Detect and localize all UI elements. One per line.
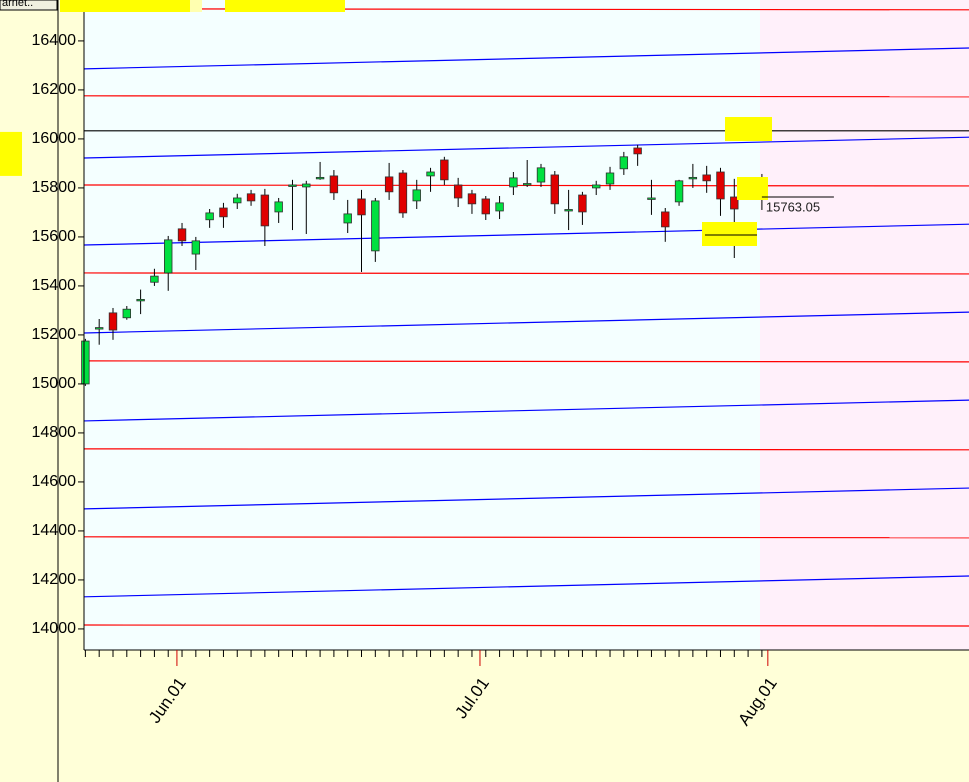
y-tick-label: 16000	[32, 130, 77, 147]
y-tick-label: 15600	[32, 228, 77, 245]
candle-body	[674, 180, 684, 203]
candle-body	[136, 298, 145, 302]
highlight	[60, 0, 190, 12]
y-tick-label: 14400	[32, 522, 77, 539]
candle-body	[550, 174, 560, 205]
channel-line	[83, 47, 969, 70]
candle-body	[246, 193, 256, 202]
candle-body	[688, 176, 698, 180]
candle-body	[716, 171, 725, 200]
candle-body	[288, 184, 297, 187]
y-tick-label: 14600	[32, 473, 77, 490]
candle-body	[647, 197, 656, 200]
candle-body	[398, 172, 408, 214]
candle-body	[384, 176, 394, 193]
candle-body	[440, 159, 449, 181]
candle-body	[122, 308, 131, 319]
candle-body	[329, 175, 339, 194]
last-price-label: 15763.05	[766, 199, 820, 214]
y-tick-label: 14200	[32, 571, 77, 588]
candle-body	[150, 275, 159, 283]
candle-body	[412, 189, 421, 202]
highlight	[702, 222, 757, 246]
candle-body	[274, 201, 283, 213]
candle-body	[177, 228, 187, 242]
candle-body	[302, 183, 311, 188]
candle-body	[481, 198, 490, 215]
button-label[interactable]: arnet..	[2, 0, 33, 9]
candle-body	[108, 312, 118, 331]
candle-body	[219, 207, 228, 218]
channel-line	[83, 487, 969, 510]
candle-body	[564, 209, 573, 212]
candle-body	[233, 197, 242, 204]
channel-line	[83, 311, 969, 334]
channel-line	[83, 223, 969, 246]
candle-body	[164, 239, 173, 274]
y-tick-label: 16200	[32, 81, 77, 98]
candle-body	[536, 167, 546, 183]
highlight	[725, 117, 772, 141]
highlight	[737, 177, 768, 200]
highlight	[0, 131, 22, 176]
channel-line	[83, 624, 969, 627]
future-region	[760, 0, 969, 650]
y-tick-label: 15400	[32, 277, 77, 294]
channel-line	[83, 448, 969, 451]
candle-body	[578, 194, 587, 213]
channel-line	[83, 360, 969, 363]
channel-line	[83, 575, 969, 598]
candle-body	[522, 183, 532, 186]
candle-body	[357, 198, 366, 216]
candle-body	[426, 171, 435, 177]
y-tick-label: 15000	[32, 375, 77, 392]
y-tick-label: 14000	[32, 620, 77, 637]
y-tick-label: 16400	[32, 32, 77, 49]
candle-body	[467, 193, 477, 205]
highlight	[190, 0, 202, 12]
candle-body	[661, 211, 670, 228]
candle-body	[191, 240, 201, 255]
y-tick-label: 14800	[32, 424, 77, 441]
candle-body	[702, 174, 711, 182]
y-tick-label: 15800	[32, 179, 77, 196]
candle-body	[371, 200, 380, 252]
candle-body	[633, 147, 642, 155]
candle-body	[343, 213, 352, 224]
candle-body	[315, 176, 325, 180]
candle-body	[509, 177, 518, 188]
candle-body	[81, 340, 90, 385]
candle-body	[260, 194, 270, 227]
channel-line	[83, 399, 969, 422]
candle-body	[453, 184, 463, 199]
candle-body	[205, 212, 214, 221]
candle-body	[495, 202, 504, 212]
channel-line	[83, 184, 969, 187]
candle-body	[619, 156, 629, 170]
candle-body	[94, 327, 104, 330]
candle-body	[730, 196, 739, 210]
y-tick-label: 15200	[32, 326, 77, 343]
channel-line	[83, 95, 969, 98]
candle-body	[592, 184, 601, 189]
channel-line	[83, 536, 969, 539]
toolbar-button[interactable]	[0, 0, 58, 11]
channel-line	[83, 272, 969, 275]
channel-line	[83, 136, 969, 159]
highlight	[225, 0, 345, 12]
candle-body	[605, 172, 615, 185]
